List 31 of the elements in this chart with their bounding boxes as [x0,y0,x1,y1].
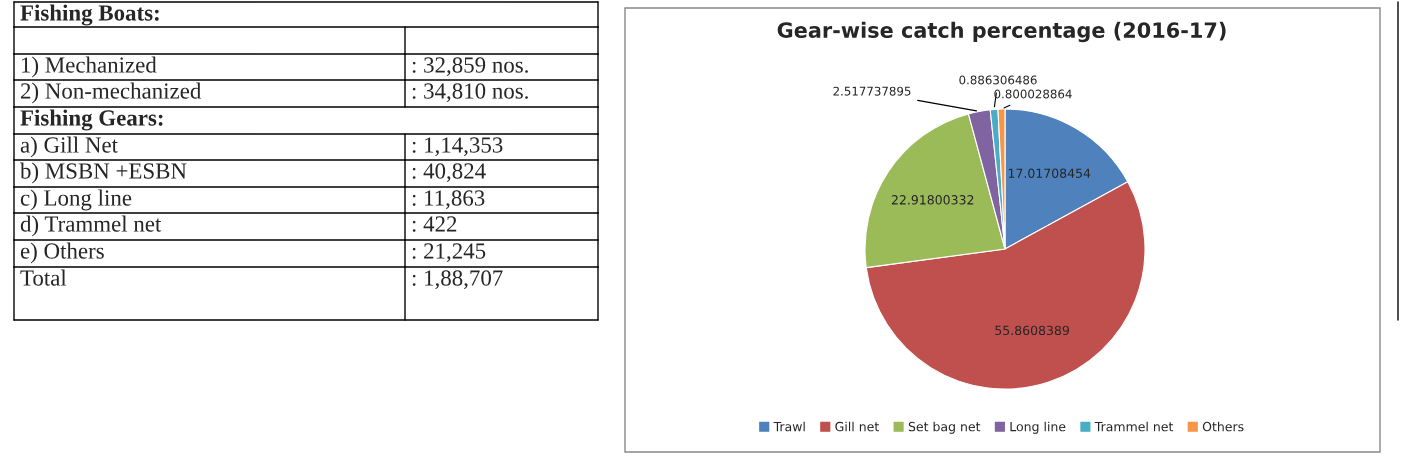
text: 1) Mechanized [22,56,157,78]
text: : 34,810 nos. [412,83,528,103]
text: 2) Non-mechanized [21,82,202,104]
text: : 1,14,353 [412,137,503,157]
text: Fishing Gears: [20,109,163,131]
legend-label: Trawl [773,421,805,432]
text: : 1,88,707 [412,270,503,290]
legend-label: Trammel net [1094,421,1174,432]
legend-label: Gill net [835,421,879,432]
data-label: 2.517737895 [833,86,911,96]
text: e) Others [20,242,104,264]
data-label: 0.886306486 [959,75,1037,85]
data-label: 0.800028864 [994,89,1072,99]
text: : 40,824 [412,163,486,183]
text: : 422 [412,216,457,232]
legend-label: Long line [1010,421,1066,434]
text: b) MSBN +ESBN [20,162,187,184]
data-label: 55.8608389 [995,325,1069,336]
text: c) Long line [20,189,132,211]
text: d) Trammel net [20,215,162,237]
text: a) Gill Net [20,136,118,158]
data-label: 17.01708454 [1008,168,1091,178]
chart-title: Gear-wise catch percentage (2016-17) [777,21,1226,43]
text: : 32,859 nos. [412,57,528,77]
legend-label: Others [1202,421,1244,432]
text: Total [20,269,67,286]
data-label: 22.91800332 [891,195,974,205]
text: : 11,863 [412,190,485,210]
legend-label: Set bag net [908,421,981,434]
text: Fishing Boats: [20,4,159,26]
text: : 21,245 [412,243,486,263]
